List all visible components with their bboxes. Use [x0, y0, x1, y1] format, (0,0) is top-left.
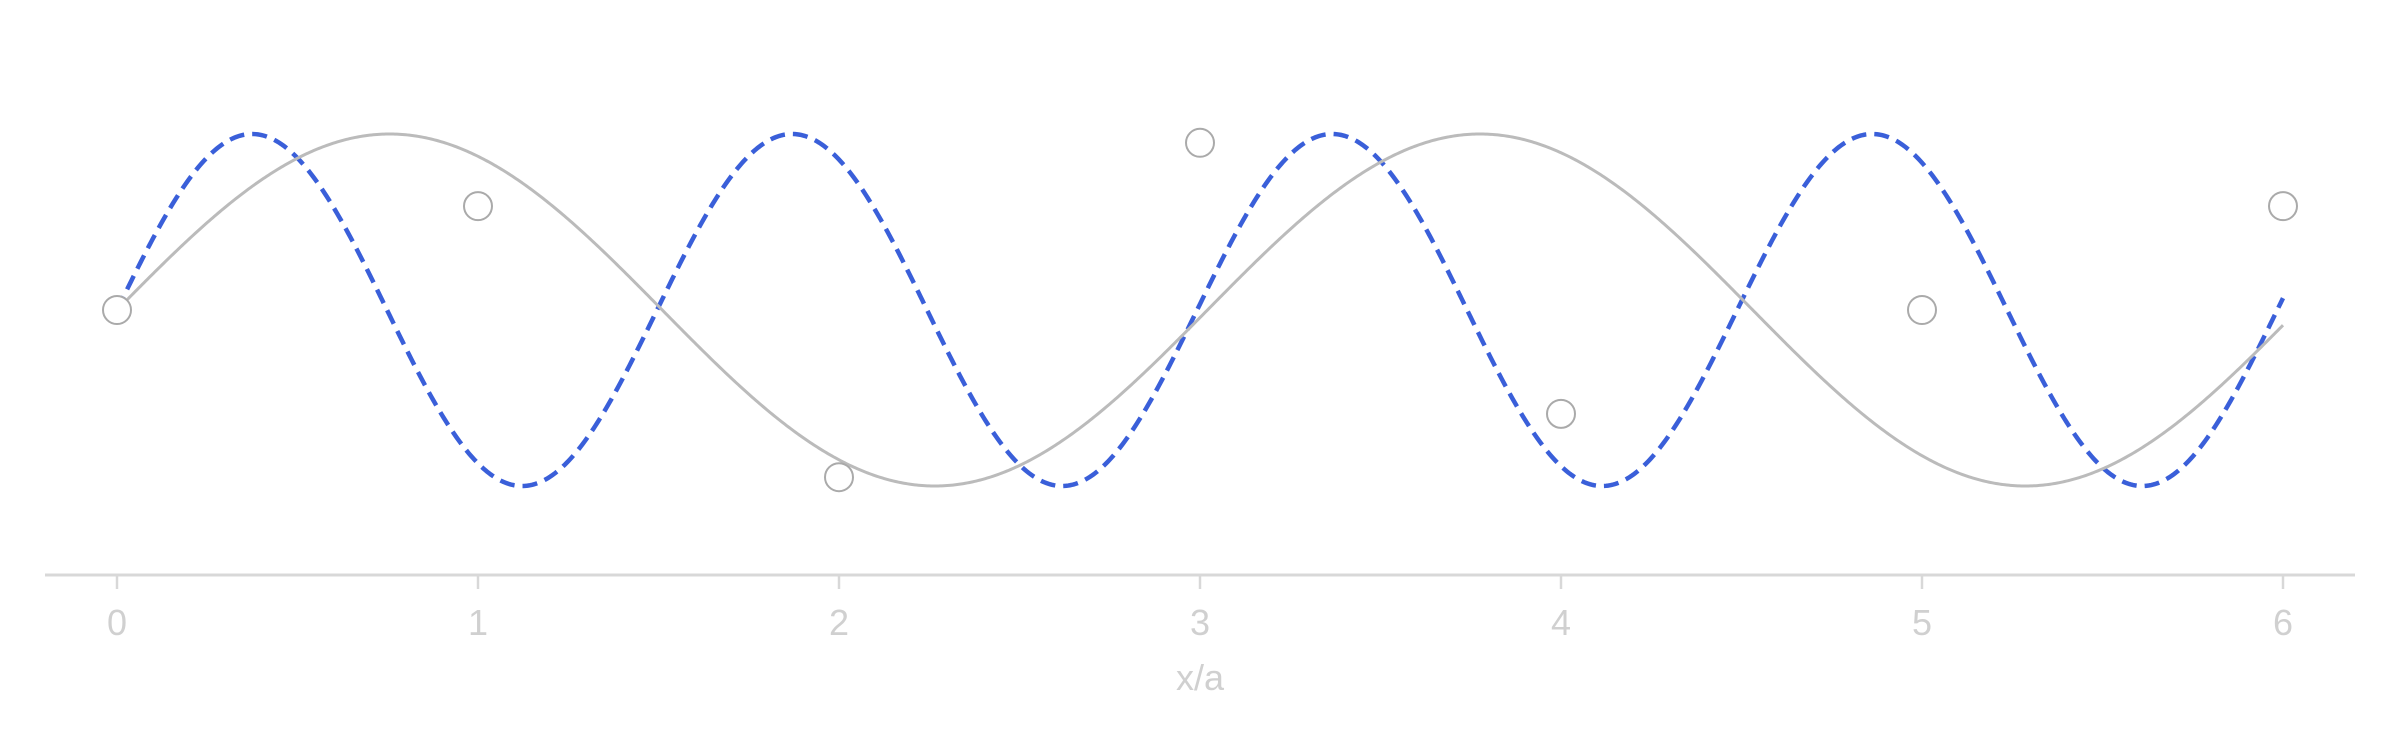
x-axis-title: x/a	[1176, 657, 1225, 698]
sample-point	[2268, 191, 2298, 222]
series-solid-line	[115, 132, 2285, 488]
sample-point	[463, 191, 493, 222]
x-tick-label: 2	[829, 602, 849, 643]
sample-point	[1907, 295, 1937, 325]
x-ticks: 0 1 2 3 4 5 6	[107, 575, 2293, 643]
points-layer	[102, 127, 2298, 493]
x-tick-label: 3	[1190, 602, 1210, 643]
x-tick-label: 1	[468, 602, 488, 643]
sample-point	[824, 462, 854, 493]
x-tick-label: 6	[2273, 602, 2293, 643]
x-tick-label: 5	[1912, 602, 1932, 643]
series-dashed-line	[114, 131, 2286, 489]
sample-point	[1185, 127, 1215, 158]
x-tick-label: 0	[107, 602, 127, 643]
sample-point	[102, 295, 132, 325]
sample-point	[1546, 398, 1576, 429]
x-tick-label: 4	[1551, 602, 1571, 643]
curves-layer	[114, 131, 2286, 489]
